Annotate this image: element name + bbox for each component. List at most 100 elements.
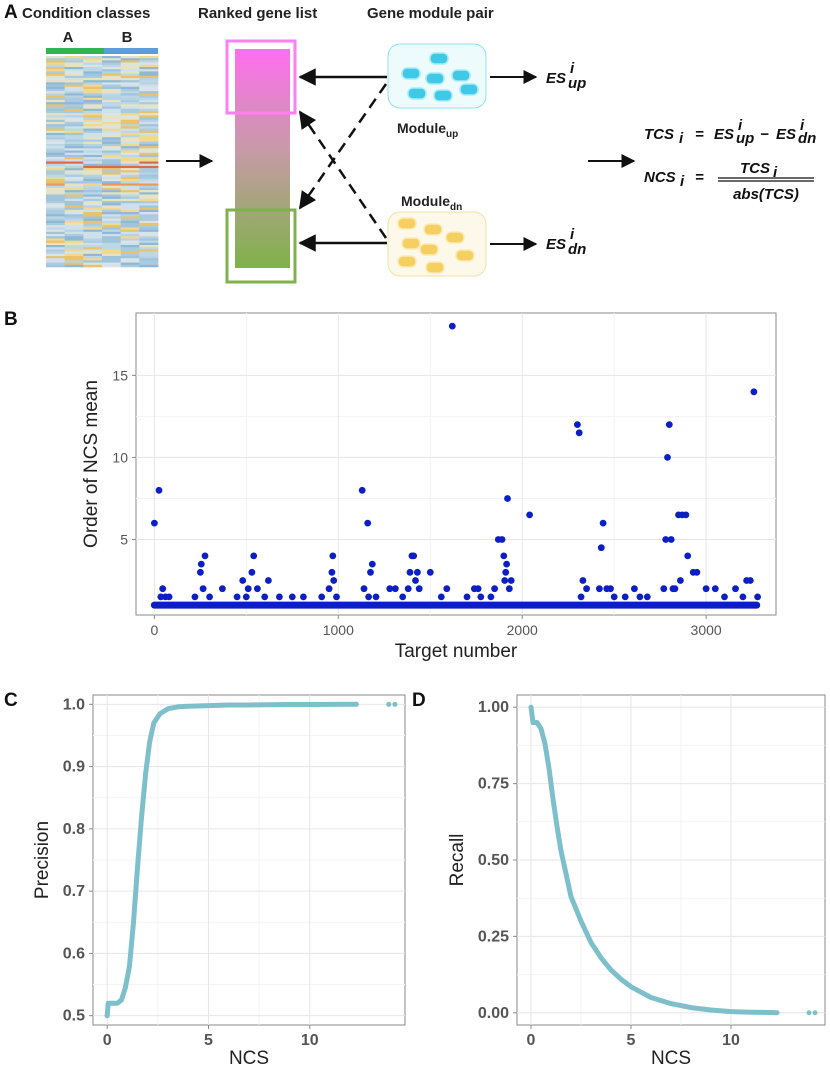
heatmap-cell	[83, 154, 103, 158]
heatmap-cell	[83, 69, 103, 72]
y-tick-label: 0.9	[63, 759, 85, 776]
heatmap-cell	[46, 187, 66, 191]
data-point	[244, 585, 252, 593]
heatmap-cell	[83, 225, 103, 228]
heatmap-cell	[46, 99, 66, 103]
heatmap-cell	[139, 172, 159, 175]
heatmap-cell	[83, 179, 103, 182]
heatmap-cell	[64, 212, 84, 215]
data-point	[636, 593, 644, 601]
heatmap-cell	[46, 97, 66, 101]
svg-text:ES: ES	[714, 126, 734, 143]
module-up-label: Moduleup	[397, 120, 458, 140]
heatmap-cell	[120, 247, 140, 250]
data-point	[250, 552, 258, 560]
data-point	[643, 593, 651, 601]
heatmap-cell	[139, 203, 159, 206]
heatmap-cell	[83, 242, 103, 246]
heatmap-cell	[120, 216, 140, 219]
svg-text:i: i	[738, 117, 743, 134]
heatmap-cell	[46, 196, 66, 200]
heatmap-cell	[46, 240, 66, 244]
heatmap-cell	[46, 95, 66, 99]
heatmap-cell	[46, 209, 66, 213]
heatmap-cell	[120, 93, 140, 96]
heatmap-cell	[46, 181, 66, 184]
data-point	[276, 593, 283, 601]
heatmap-cell	[139, 242, 159, 246]
heatmap-cell	[102, 251, 122, 255]
heatmap-cell	[120, 251, 140, 255]
heatmap-cell	[64, 194, 84, 197]
svg-text:−: −	[760, 126, 769, 143]
heatmap-cell	[64, 143, 84, 147]
heatmap-cell	[83, 187, 103, 191]
heatmap-cell	[83, 253, 103, 257]
heatmap-cell	[102, 234, 122, 237]
heatmap-cell	[102, 71, 122, 74]
heatmap-cell	[102, 110, 122, 114]
data-point	[165, 593, 173, 601]
heatmap-cell	[139, 135, 159, 138]
heatmap-cell	[139, 196, 159, 200]
heatmap-cell	[46, 205, 66, 208]
heatmap-cell	[102, 99, 122, 103]
heatmap-cell	[102, 128, 122, 132]
heatmap-cell	[139, 66, 159, 70]
panel-d-grid	[517, 695, 825, 1025]
data-point	[463, 593, 471, 601]
heatmap-cell	[139, 95, 159, 99]
heatmap-cell	[46, 73, 66, 77]
data-point	[667, 536, 675, 543]
heatmap-cell	[120, 108, 140, 112]
heatmap-cell	[102, 93, 122, 96]
heatmap-cell	[83, 260, 103, 263]
heatmap-cell	[83, 152, 103, 156]
heatmap-cell	[120, 179, 140, 182]
data-point	[746, 577, 754, 584]
heatmap-cell	[83, 132, 103, 136]
heatmap-cell	[120, 242, 140, 246]
up-region-box	[225, 39, 297, 115]
data-point	[406, 568, 414, 576]
heatmap-cell	[83, 249, 103, 252]
data-point	[498, 536, 506, 543]
heatmap-cell	[120, 150, 140, 154]
heatmap-cell	[120, 201, 140, 204]
heatmap-cell	[46, 198, 66, 202]
heatmap-cell	[83, 203, 103, 206]
heatmap-cell	[120, 225, 140, 228]
svg-text:dn: dn	[798, 130, 816, 147]
heatmap-cell	[83, 161, 103, 164]
heatmap-cell	[139, 91, 159, 94]
data-point	[693, 568, 701, 576]
heatmap-cell	[64, 262, 84, 266]
heatmap-cell	[102, 102, 122, 105]
heatmap-cell	[46, 139, 66, 143]
heatmap-cell	[46, 75, 66, 79]
y-tick-label: 1.0	[63, 696, 85, 713]
heatmap-cell	[139, 139, 159, 143]
heatmap-cell	[64, 135, 84, 138]
heatmap-cell	[64, 95, 84, 99]
start-point	[104, 1013, 110, 1019]
heatmap-cell	[120, 168, 140, 171]
heatmap-cell	[83, 181, 103, 184]
heatmap-cell	[102, 256, 122, 259]
heatmap-cell	[83, 196, 103, 200]
heatmap-cell	[46, 207, 66, 211]
panel-d-y-label: Recall	[447, 834, 468, 887]
heatmap-cell	[64, 146, 84, 149]
svg-text:ES: ES	[546, 236, 566, 253]
data-point	[750, 388, 758, 396]
outlier-point	[392, 701, 398, 707]
heatmap-cell	[83, 190, 103, 193]
svg-text:i: i	[773, 164, 778, 181]
heatmap-cell	[102, 181, 122, 184]
heatmap-cell	[64, 157, 84, 160]
heatmap-cell	[83, 141, 103, 145]
heatmap-cell	[102, 113, 122, 116]
heatmap-cell	[120, 229, 140, 233]
heatmap-cell	[120, 159, 140, 162]
heatmap-cell	[102, 242, 122, 246]
